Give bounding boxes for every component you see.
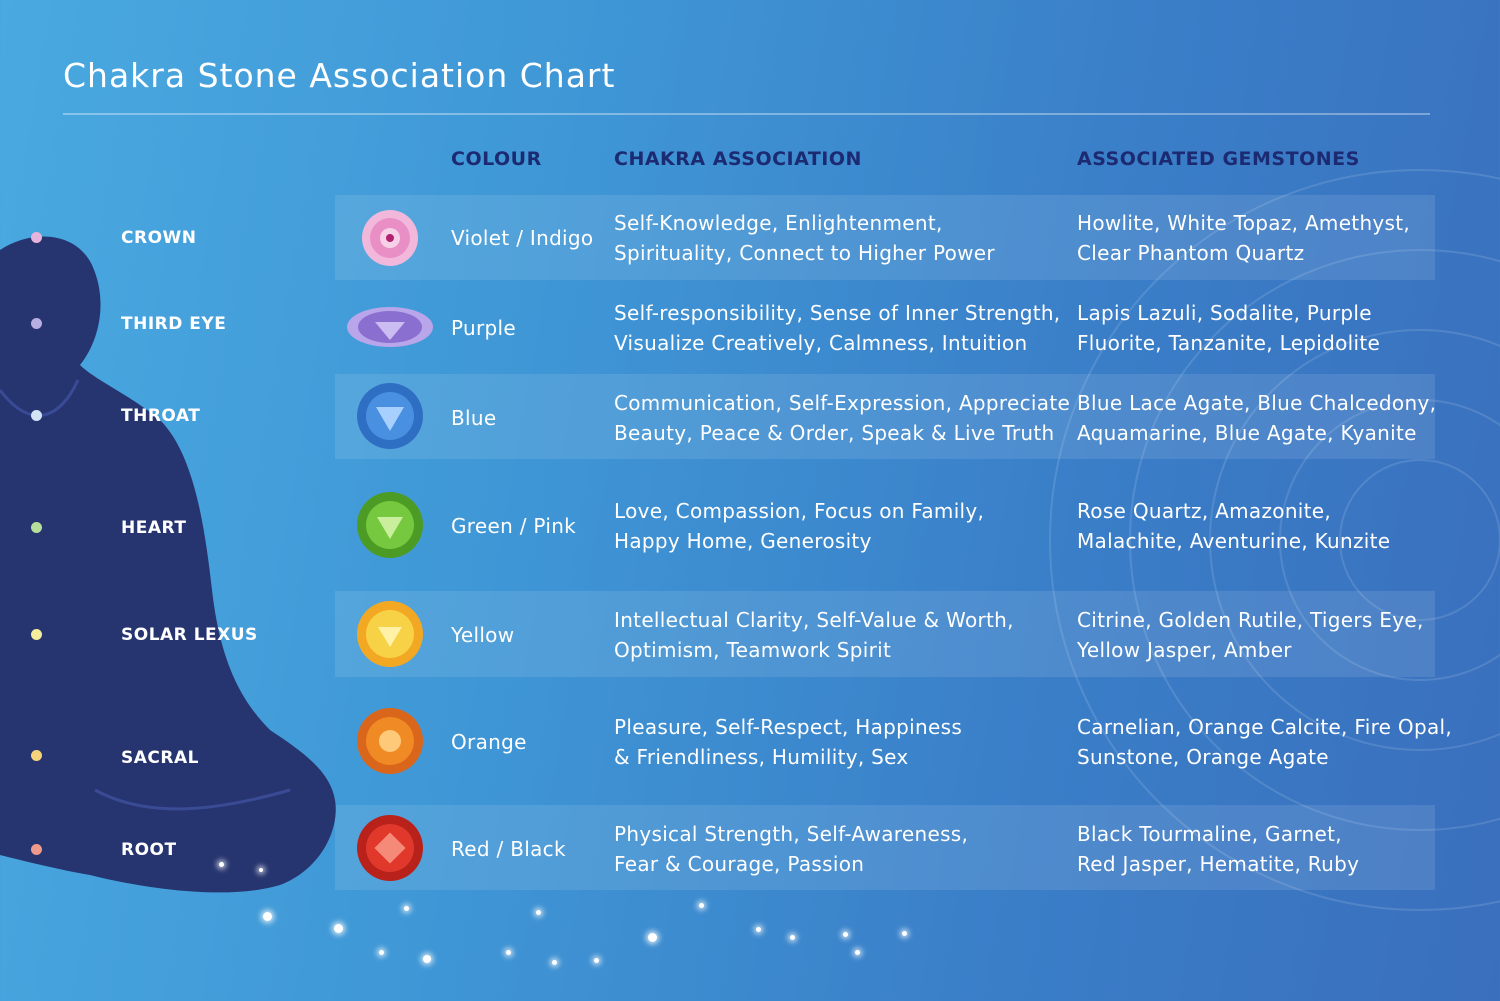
sparkle: [259, 868, 263, 872]
gemstones-line: Aquamarine, Blue Agate, Kyanite: [1077, 421, 1417, 445]
association-solar-plexus: Intellectual Clarity, Self-Value & Worth…: [614, 605, 1014, 665]
chakra-dot-throat: [31, 410, 42, 421]
gemstones-line: Fluorite, Tanzanite, Lepidolite: [1077, 331, 1381, 355]
header-associated-gemstones: ASSOCIATED GEMSTONES: [1077, 148, 1360, 170]
association-line: Intellectual Clarity, Self-Value & Worth…: [614, 608, 1014, 632]
sparkle: [536, 910, 541, 915]
gemstones-line: Yellow Jasper, Amber: [1077, 638, 1292, 662]
chakra-name-crown: CROWN: [121, 228, 197, 248]
sparkle: [843, 932, 848, 937]
gemstones-root: Black Tourmaline, Garnet, Red Jasper, He…: [1077, 819, 1359, 879]
gemstones-throat: Blue Lace Agate, Blue Chalcedony, Aquama…: [1077, 388, 1436, 448]
association-line: Love, Compassion, Focus on Family,: [614, 499, 985, 523]
root-chakra-icon: [357, 815, 423, 881]
meditating-figure: [0, 236, 336, 893]
sparkle: [263, 912, 272, 921]
sparkle: [334, 924, 343, 933]
chakra-name-solar-plexus: SOLAR LEXUS: [121, 625, 258, 645]
association-heart: Love, Compassion, Focus on Family, Happy…: [614, 496, 984, 556]
chakra-name-third-eye: THIRD EYE: [121, 314, 227, 334]
association-root: Physical Strength, Self-Awareness, Fear …: [614, 819, 968, 879]
association-line: Spirituality, Connect to Higher Power: [614, 241, 995, 265]
association-line: Fear & Courage, Passion: [614, 852, 865, 876]
gemstones-line: Black Tourmaline, Garnet,: [1077, 822, 1342, 846]
sparkle: [379, 950, 384, 955]
gemstones-line: Blue Lace Agate, Blue Chalcedony,: [1077, 391, 1437, 415]
sacral-chakra-icon: [357, 708, 423, 774]
chakra-dot-solar-plexus: [31, 629, 42, 640]
association-throat: Communication, Self-Expression, Apprecia…: [614, 388, 1070, 448]
association-third-eye: Self-responsibility, Sense of Inner Stre…: [614, 298, 1060, 358]
chakra-dot-third-eye: [31, 318, 42, 329]
gemstones-line: Rose Quartz, Amazonite,: [1077, 499, 1332, 523]
association-line: Beauty, Peace & Order, Speak & Live Trut…: [614, 421, 1055, 445]
chakra-dot-crown: [31, 232, 42, 243]
gemstones-sacral: Carnelian, Orange Calcite, Fire Opal, Su…: [1077, 712, 1452, 772]
lotus-icon: [362, 210, 418, 266]
association-crown: Self-Knowledge, Enlightenment, Spiritual…: [614, 208, 995, 268]
chakra-name-sacral: SACRAL: [121, 748, 199, 768]
chakra-dot-heart: [31, 522, 42, 533]
chakra-name-throat: THROAT: [121, 406, 201, 426]
association-line: Self-Knowledge, Enlightenment,: [614, 211, 943, 235]
row-band-solar-plexus: [335, 591, 1435, 677]
sparkle: [423, 955, 431, 963]
row-band-root: [335, 805, 1435, 890]
colour-third-eye: Purple: [451, 316, 516, 340]
colour-crown: Violet / Indigo: [451, 226, 594, 250]
gemstones-crown: Howlite, White Topaz, Amethyst, Clear Ph…: [1077, 208, 1410, 268]
sparkle: [552, 960, 557, 965]
title-divider: [63, 113, 1430, 115]
third-eye-icon: [347, 307, 433, 347]
association-line: Happy Home, Generosity: [614, 529, 872, 553]
page-title: Chakra Stone Association Chart: [63, 56, 616, 95]
association-line: Physical Strength, Self-Awareness,: [614, 822, 969, 846]
colour-solar-plexus: Yellow: [451, 623, 515, 647]
sparkle: [902, 931, 907, 936]
gemstones-line: Red Jasper, Hematite, Ruby: [1077, 852, 1360, 876]
solar-plexus-icon: [357, 601, 423, 667]
sparkle: [756, 927, 761, 932]
colour-heart: Green / Pink: [451, 514, 577, 538]
gemstones-third-eye: Lapis Lazuli, Sodalite, Purple Fluorite,…: [1077, 298, 1380, 358]
chakra-dot-root: [31, 844, 42, 855]
sparkle: [648, 933, 657, 942]
gemstones-line: Lapis Lazuli, Sodalite, Purple: [1077, 301, 1372, 325]
gemstones-heart: Rose Quartz, Amazonite, Malachite, Avent…: [1077, 496, 1390, 556]
colour-root: Red / Black: [451, 837, 566, 861]
gemstones-line: Sunstone, Orange Agate: [1077, 745, 1329, 769]
gemstones-line: Carnelian, Orange Calcite, Fire Opal,: [1077, 715, 1453, 739]
header-chakra-association: CHAKRA ASSOCIATION: [614, 148, 862, 170]
association-line: Self-responsibility, Sense of Inner Stre…: [614, 301, 1061, 325]
header-colour: COLOUR: [451, 148, 542, 170]
chakra-name-root: ROOT: [121, 840, 177, 860]
association-line: & Friendliness, Humility, Sex: [614, 745, 909, 769]
sparkle: [699, 903, 704, 908]
sparkle: [506, 950, 511, 955]
association-sacral: Pleasure, Self-Respect, Happiness & Frie…: [614, 712, 962, 772]
sparkle: [790, 935, 795, 940]
association-line: Communication, Self-Expression, Apprecia…: [614, 391, 1071, 415]
colour-sacral: Orange: [451, 730, 527, 754]
gemstones-line: Malachite, Aventurine, Kunzite: [1077, 529, 1391, 553]
association-line: Pleasure, Self-Respect, Happiness: [614, 715, 963, 739]
row-band-throat: [335, 374, 1435, 459]
colour-throat: Blue: [451, 406, 497, 430]
chakra-dot-sacral: [31, 750, 42, 761]
chakra-name-heart: HEART: [121, 518, 187, 538]
gemstones-line: Clear Phantom Quartz: [1077, 241, 1305, 265]
row-band-crown: [335, 195, 1435, 280]
gemstones-line: Citrine, Golden Rutile, Tigers Eye,: [1077, 608, 1424, 632]
sparkle: [855, 950, 860, 955]
sparkle: [219, 862, 224, 867]
heart-chakra-icon: [357, 492, 423, 558]
association-line: Visualize Creatively, Calmness, Intuitio…: [614, 331, 1028, 355]
sparkle: [594, 958, 599, 963]
gemstones-line: Howlite, White Topaz, Amethyst,: [1077, 211, 1411, 235]
association-line: Optimism, Teamwork Spirit: [614, 638, 892, 662]
gemstones-solar-plexus: Citrine, Golden Rutile, Tigers Eye, Yell…: [1077, 605, 1424, 665]
throat-chakra-icon: [357, 383, 423, 449]
sparkle: [404, 906, 409, 911]
